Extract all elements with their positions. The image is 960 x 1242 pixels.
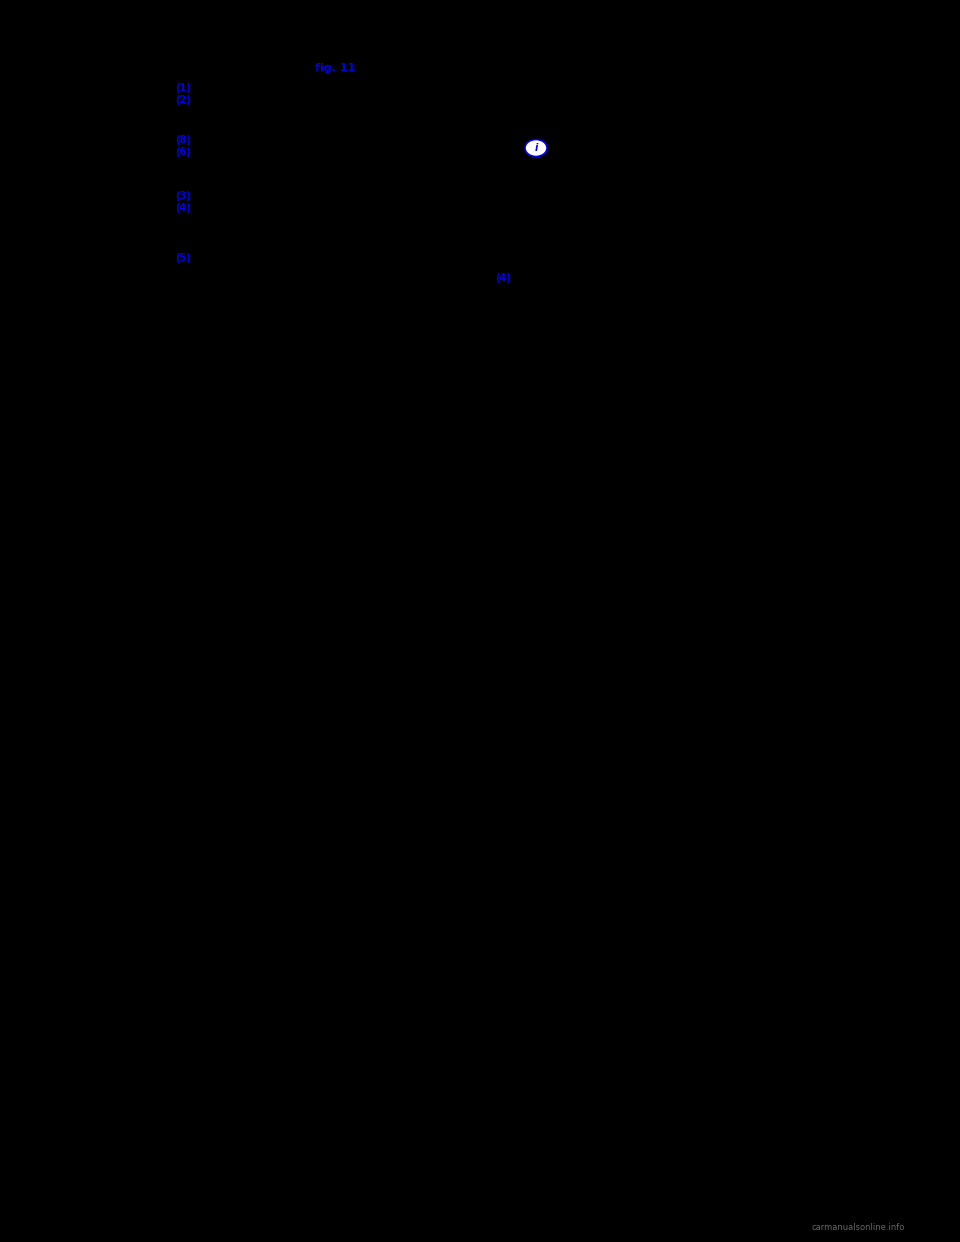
Text: carmanualsonline.info: carmanualsonline.info [811,1223,904,1232]
Text: (1): (1) [175,83,191,93]
Text: (8): (8) [175,135,191,145]
Text: (5): (5) [175,253,191,263]
Text: i: i [535,143,538,153]
Text: (4): (4) [495,273,511,283]
Text: fig. 11: fig. 11 [315,63,355,73]
Text: (2): (2) [175,94,191,106]
Ellipse shape [525,139,547,156]
Text: (4): (4) [175,202,191,212]
Text: (6): (6) [175,147,191,156]
Text: (3): (3) [175,191,191,201]
